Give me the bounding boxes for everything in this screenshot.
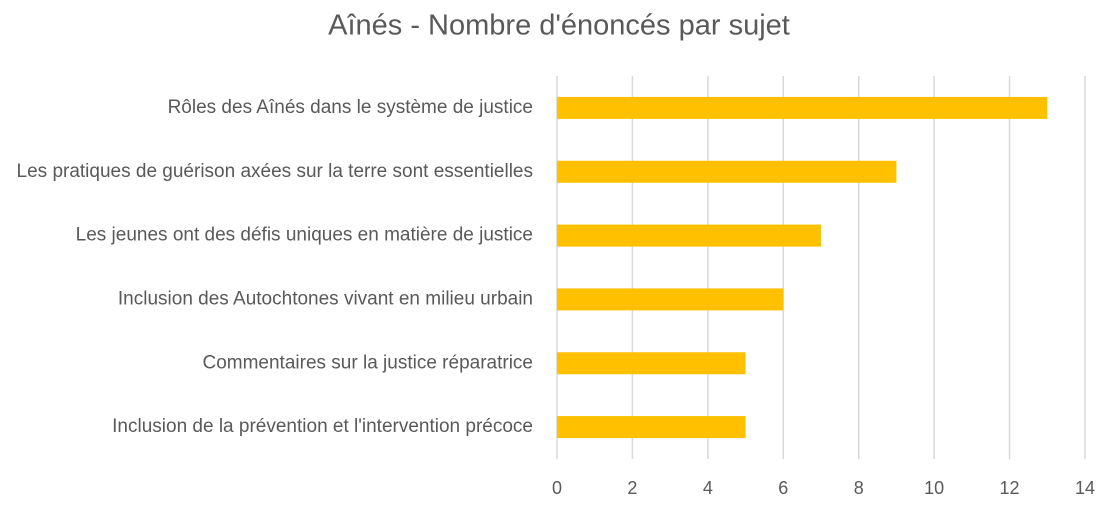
y-tick-label: Rôles des Aînés dans le système de justi… <box>168 97 533 118</box>
bar <box>557 288 784 311</box>
bar <box>557 416 746 439</box>
bar <box>557 160 897 183</box>
x-tick-label: 14 <box>1075 478 1095 498</box>
x-tick-label: 12 <box>1000 478 1020 498</box>
bar <box>557 96 1048 119</box>
bar <box>557 224 821 247</box>
x-tick-label: 0 <box>552 478 562 498</box>
y-tick-label: Les pratiques de guérison axées sur la t… <box>17 161 533 182</box>
y-tick-label: Inclusion des Autochtones vivant en mili… <box>118 288 533 309</box>
x-tick-label: 10 <box>924 478 944 498</box>
x-tick-label: 2 <box>627 478 637 498</box>
y-tick-label: Inclusion de la prévention et l'interven… <box>112 416 533 437</box>
bar <box>557 352 746 375</box>
x-tick-label: 6 <box>778 478 788 498</box>
x-tick-label: 4 <box>703 478 713 498</box>
x-tick-label: 8 <box>854 478 864 498</box>
y-tick-label: Commentaires sur la justice réparatrice <box>202 352 533 373</box>
y-tick-label: Les jeunes ont des défis uniques en mati… <box>76 225 533 246</box>
chart-title: Aînés - Nombre d'énoncés par sujet <box>328 10 790 42</box>
